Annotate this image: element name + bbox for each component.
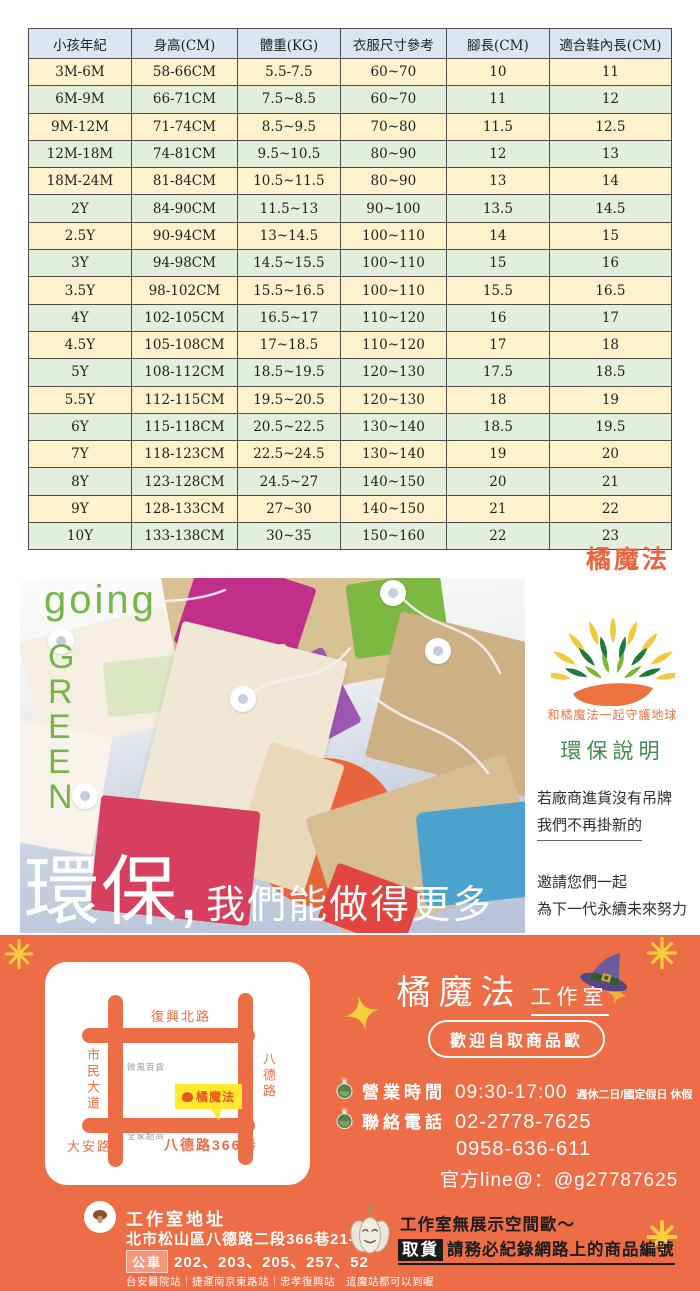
table-row: 6M-9M 66-71CM 7.5~8.5 60~70 11 12 (28, 85, 673, 114)
garlic-icon (350, 1205, 390, 1254)
table-row: 12M-18M 74-81CM 9.5~10.5 80~90 12 13 (28, 139, 673, 169)
green-letter: R (48, 673, 73, 711)
table-row: 4.5Y 105-108CM 17~18.5 110~120 17 18 (28, 330, 673, 360)
tag-grommet (425, 638, 451, 664)
map-label-daan: 大安路 (67, 1139, 113, 1154)
tag-strings (48, 588, 502, 850)
column-header: 身高(CM) (130, 28, 238, 59)
column-header: 小孩年紀 (28, 28, 132, 59)
map-marker-callout: 橘魔法 (175, 1084, 243, 1121)
size-chart-table: 小孩年紀 身高(CM) 體重(KG) 衣服尺寸參考 腳長(CM) 適合鞋內長(CM) 3M… (28, 28, 673, 551)
brand-wordmark: 橘魔法 (585, 546, 670, 574)
no-showroom-note: 工作室無展示空間歐～ (400, 1216, 575, 1234)
hours-note: 週休二日/國定假日 休假 (576, 1089, 693, 1101)
pickup-tag: 取貨 (398, 1239, 443, 1261)
map-marker-label: 橘魔法 (196, 1090, 236, 1104)
studio-footer: 復興北路 市民大道 八德路 大安路 八德路366巷 微風百貨 全家超商 橘魔法 … (0, 935, 700, 1291)
star-icon (606, 983, 628, 1005)
tag-grommet (48, 628, 74, 654)
location-map: 復興北路 市民大道 八德路 大安路 八德路366巷 微風百貨 全家超商 橘魔法 (45, 962, 310, 1185)
table-row: 2Y 84-90CM 11.5~13 90~100 13.5 14.5 (28, 194, 673, 223)
table-row: 3M-6M 58-66CM 5.5-7.5 60~70 10 11 (28, 57, 673, 87)
studio-title: 橘魔法 工作室 (330, 965, 675, 1016)
witch-hat-icon (580, 952, 628, 992)
map-label-bade-rd: 八德路 (261, 1052, 276, 1100)
table-row: 7Y 118-123CM 22.5~24.5 130~140 19 20 (28, 440, 673, 469)
eco-headline-small: 我們能做得更多 (206, 884, 494, 927)
map-road (82, 1118, 255, 1133)
sparkle-icon (647, 937, 677, 969)
map-marker-logo-icon (182, 1091, 193, 1102)
address-title: 工作室地址 (126, 1210, 226, 1229)
tag-grommet (230, 686, 256, 712)
sparkle-icon (5, 939, 33, 969)
table-row: 8Y 123-128CM 24.5~27 140~150 20 21 (28, 467, 673, 496)
table-row: 3.5Y 98-102CM 15.5~16.5 100~110 15.5 16.5 (28, 276, 673, 305)
eco-section-title: 環保說明 (560, 740, 665, 763)
eco-note-underlined: 我們不再掛新的 (537, 812, 643, 841)
eco-invite: 邀請您們一起 為下一代永續未來努力 (537, 874, 688, 918)
map-label-familymart: 全家超商 (127, 1131, 166, 1141)
bus-tag: 公車 (126, 1250, 169, 1273)
table-row: 9Y 128-133CM 27~30 140~150 21 22 (28, 494, 673, 524)
phone-label: 聯絡電話 (362, 1113, 446, 1132)
green-letter: E (48, 743, 71, 781)
bus-info: 公車 202、203、205、257、52 (126, 1250, 369, 1273)
line-id: 官方line@：@g27787625 (440, 1170, 679, 1191)
going-text: going (44, 578, 157, 622)
eco-tagline: 和橘魔法一起守護地球 (547, 708, 678, 722)
address-pin-icon (84, 1201, 116, 1233)
address-text: 北市松山區八德路二段366巷21-1號 (126, 1231, 381, 1248)
table-row: 3Y 94-98CM 14.5~15.5 100~110 15 16 (28, 249, 673, 278)
hours-row: 營業時間 09:30-17:00 週休二日/國定假日 休假 (362, 1078, 693, 1104)
eco-panel: 和橘魔法一起守護地球 環保說明 若廠商進貨沒有吊牌 我們不再掛新的 邀請您們一起… (525, 578, 700, 933)
table-row: 2.5Y 90-94CM 13~14.5 100~110 14 15 (28, 221, 673, 251)
table-row: 5.5Y 112-115CM 19.5~20.5 120~130 18 19 (28, 385, 673, 414)
table-row: 18M-24M 81-84CM 10.5~11.5 80~90 13 14 (28, 167, 673, 196)
column-header: 適合鞋內長(CM) (548, 28, 673, 59)
green-letter: N (48, 778, 73, 816)
tag-grommet (72, 783, 98, 809)
eco-note: 若廠商進貨沒有吊牌 我們不再掛新的 (537, 785, 700, 841)
phone-row: 聯絡電話 02-2778-7625 (362, 1108, 592, 1134)
map-road (82, 1028, 255, 1043)
phone-number-2: 0958-636-611 (456, 1138, 592, 1160)
column-header: 衣服尺寸參考 (339, 28, 447, 59)
hand-shape (572, 683, 653, 706)
green-letter: G (48, 638, 75, 676)
star-icon (344, 995, 380, 1031)
bus-routes: 202、203、205、257、52 (174, 1254, 369, 1271)
potion-icon (336, 1077, 353, 1099)
table-row: 10Y 133-138CM 30~35 150~160 22 23 (28, 522, 673, 551)
table-header-row: 小孩年紀 身高(CM) 體重(KG) 衣服尺寸參考 腳長(CM) 適合鞋內長(CM) (28, 28, 673, 59)
potion-icon (336, 1107, 353, 1129)
table-row: 9M-12M 71-74CM 8.5~9.5 70~80 11.5 12.5 (28, 112, 673, 141)
column-header: 體重(KG) (236, 28, 341, 59)
pickup-note: 取貨 請務必紀錄網路上的商品編號 (398, 1236, 675, 1265)
phone-number-1: 02-2778-7625 (455, 1111, 592, 1133)
tree-hand-logo-icon (550, 617, 675, 706)
column-header: 腳長(CM) (445, 28, 550, 59)
map-label-fuxing: 復興北路 (151, 1009, 212, 1024)
sparkle-icon (646, 1220, 678, 1254)
map-label-breeze: 微風百貨 (127, 1062, 166, 1072)
eco-headline: 環保, 我們能做得更多 (24, 830, 493, 933)
green-letter: E (48, 708, 71, 746)
stations-note: 台安醫院站｜捷運南京東路站｜忠孝復興站 這魔站都可以到喔 (126, 1276, 434, 1288)
hours-value: 09:30-17:00 (455, 1082, 568, 1103)
table-row: 4Y 102-105CM 16.5~17 110~120 16 17 (28, 303, 673, 332)
table-row: 6Y 115-118CM 20.5~22.5 130~140 18.5 19.5 (28, 412, 673, 442)
hours-label: 營業時間 (362, 1083, 446, 1102)
eco-headline-large: 環保, (24, 850, 201, 933)
pickup-pill: 歡迎自取商品歐 (428, 1020, 606, 1058)
tag-grommet (380, 580, 406, 606)
map-label-bade-lane: 八德路366巷 (164, 1137, 258, 1153)
map-label-civic-blvd: 市民大道 (85, 1048, 100, 1112)
size-table-body: 3M-6M 58-66CM 5.5-7.5 60~70 10 11 6M-9M 66-71CM… (28, 57, 673, 551)
pickup-note-text: 請務必紀錄網路上的商品編號 (447, 1241, 675, 1259)
table-row: 5Y 108-112CM 18.5~19.5 120~130 17.5 18.5 (28, 358, 673, 387)
